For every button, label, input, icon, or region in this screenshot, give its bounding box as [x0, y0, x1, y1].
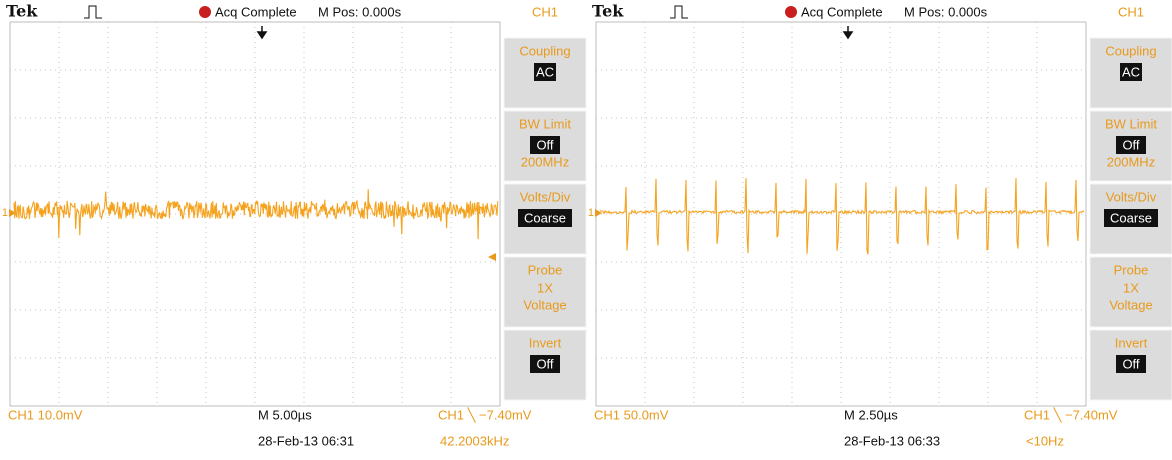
- oscilloscope-screens: Tek Acq Complete M Pos: 0.000s CH1 1 Coupling…: [0, 0, 1172, 456]
- menu-channel: CH1: [1118, 4, 1144, 19]
- menu-label: BW Limit: [519, 116, 571, 131]
- timestamp: 28-Feb-13 06:31: [258, 433, 354, 448]
- run-indicator: [785, 6, 797, 18]
- timebase: M 5.00µs: [258, 407, 312, 422]
- trigger-frequency: 42.2003kHz: [440, 433, 509, 448]
- menu-label: Probe: [528, 262, 563, 277]
- horizontal-position: M Pos: 0.000s: [318, 4, 402, 19]
- scope-panel: Tek Acq Complete M Pos: 0.000s CH1 1 Coupling…: [588, 2, 1172, 449]
- menu-extra: 200MHz: [521, 154, 569, 169]
- menu-value: Off: [1122, 356, 1139, 371]
- menu-label: Volts/Div: [1106, 189, 1157, 204]
- menu-extra: 1X: [537, 280, 553, 295]
- scope-panel: Tek Acq Complete M Pos: 0.000s CH1 1 Coupling…: [2, 2, 586, 449]
- menu-label: BW Limit: [1105, 116, 1157, 131]
- menu-value: Coarse: [1110, 210, 1152, 225]
- channel-marker: 1: [588, 207, 594, 219]
- brand: Tek: [6, 2, 38, 21]
- timebase: M 2.50µs: [844, 407, 898, 422]
- menu-extra: 1X: [1123, 280, 1139, 295]
- menu-value: Off: [536, 137, 553, 152]
- menu-label: Invert: [1115, 335, 1148, 350]
- horizontal-position: M Pos: 0.000s: [904, 4, 988, 19]
- menu-value: Off: [536, 356, 553, 371]
- menu-value: Coarse: [524, 210, 566, 225]
- menu-label: Invert: [529, 335, 562, 350]
- menu-extra: 200MHz: [1107, 154, 1155, 169]
- menu-channel: CH1: [532, 4, 558, 19]
- channel-marker: 1: [2, 207, 8, 219]
- trigger-icon: [670, 6, 688, 18]
- menu-label: Coupling: [1105, 43, 1156, 58]
- brand: Tek: [592, 2, 624, 21]
- vertical-scale: CH1 50.0mV: [594, 407, 669, 422]
- run-indicator: [199, 6, 211, 18]
- trigger-frequency: <10Hz: [1026, 433, 1064, 448]
- menu-value: AC: [536, 64, 554, 79]
- acq-status: Acq Complete: [215, 4, 297, 19]
- vertical-scale: CH1 10.0mV: [8, 407, 83, 422]
- menu-value: Off: [1122, 137, 1139, 152]
- menu-label: Coupling: [519, 43, 570, 58]
- trigger-icon: [84, 6, 102, 18]
- menu-value: AC: [1122, 64, 1140, 79]
- trigger-level: CH1 ╲ −7.40mV: [1024, 406, 1118, 423]
- timestamp: 28-Feb-13 06:33: [844, 433, 940, 448]
- menu-label: Probe: [1114, 262, 1149, 277]
- acq-status: Acq Complete: [801, 4, 883, 19]
- menu-extra: Voltage: [1109, 297, 1152, 312]
- menu-extra: Voltage: [523, 297, 566, 312]
- trigger-level: CH1 ╲ −7.40mV: [438, 406, 532, 423]
- menu-label: Volts/Div: [520, 189, 571, 204]
